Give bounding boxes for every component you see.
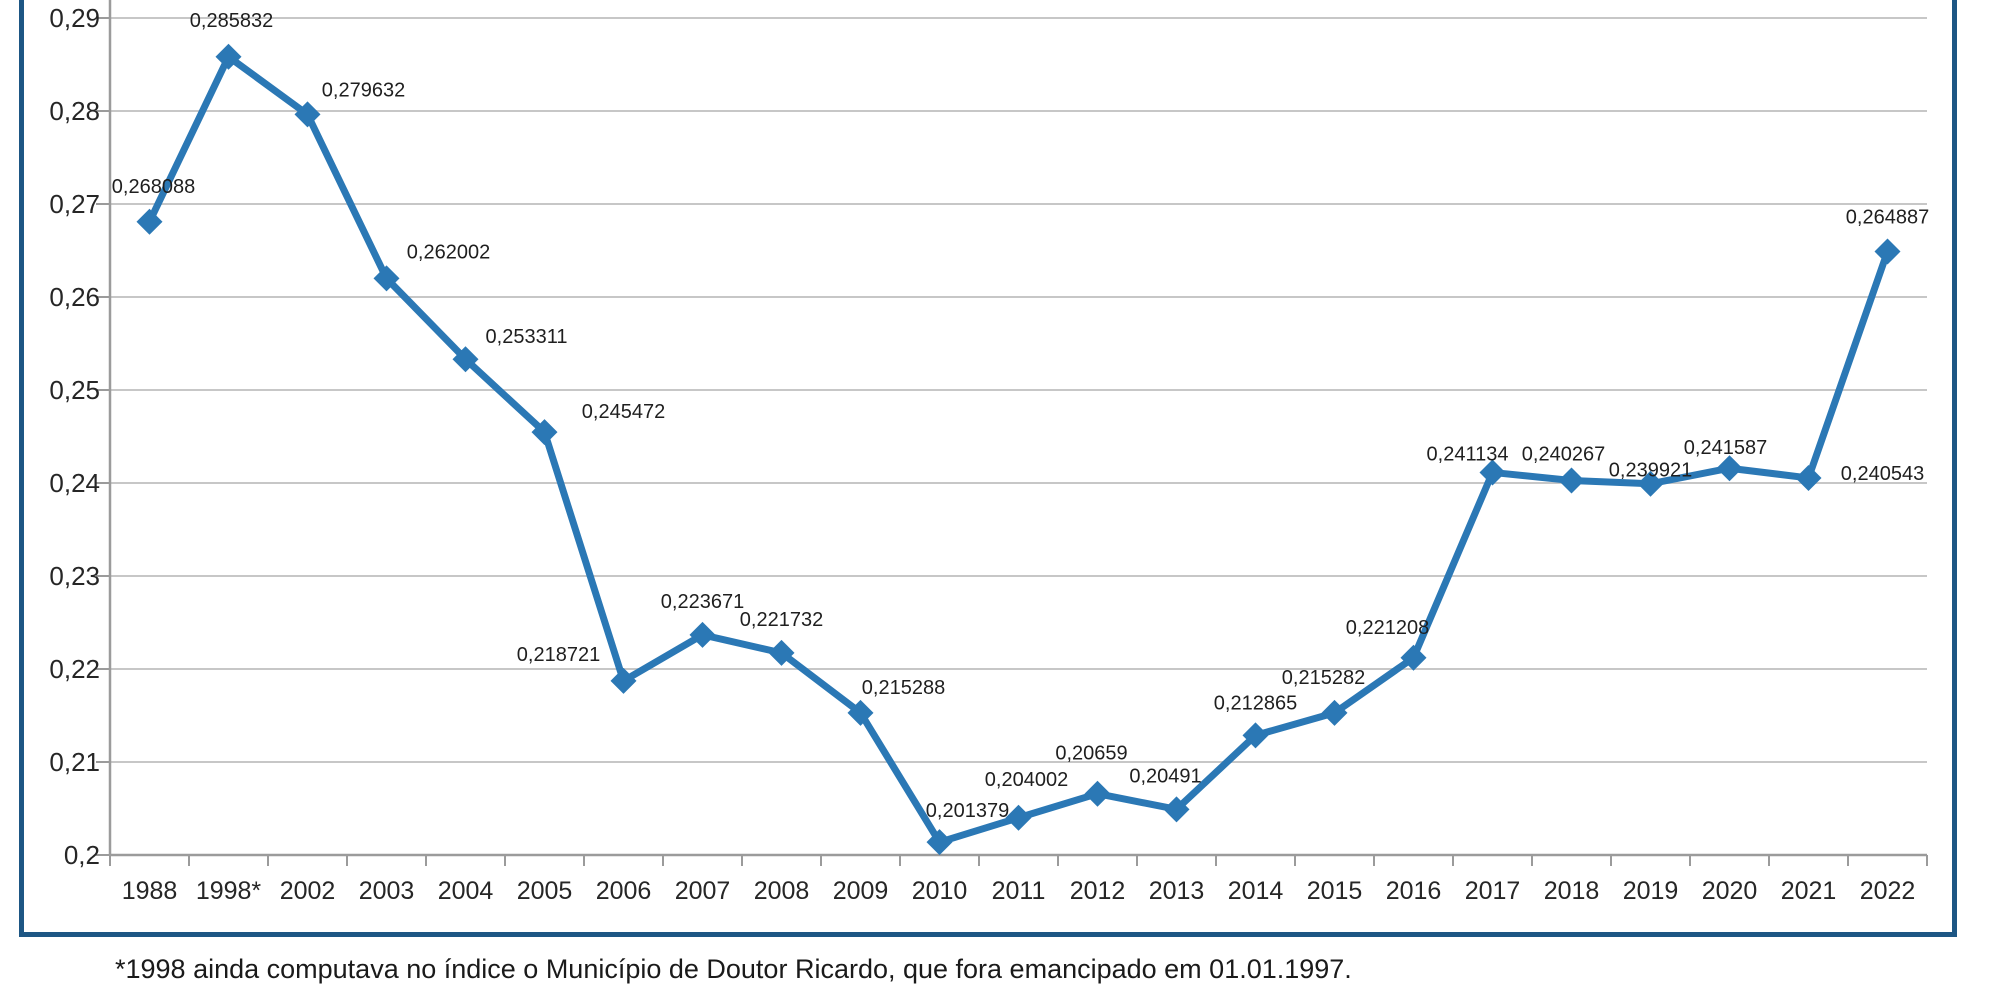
x-axis-tick-label: 2020 [1702, 877, 1758, 905]
data-point-marker [847, 699, 874, 726]
data-point-marker [1479, 459, 1506, 486]
data-point-marker [1400, 644, 1427, 671]
x-axis-tick-label: 2008 [754, 877, 810, 905]
x-axis-tick-label: 2014 [1228, 877, 1284, 905]
y-axis-tick-label: 0,27 [49, 189, 100, 219]
y-axis-tick-label: 0,29 [49, 3, 100, 33]
x-axis-tick-label: 2012 [1070, 877, 1126, 905]
x-axis-tick-label: 2007 [675, 877, 731, 905]
x-axis-tick-label: 2013 [1149, 877, 1205, 905]
y-axis-tick-label: 0,21 [49, 747, 100, 777]
data-point-marker [768, 639, 795, 666]
data-point-label: 0,241587 [1684, 437, 1767, 459]
data-point-marker [136, 208, 163, 235]
y-axis-tick-label: 0,28 [49, 96, 100, 126]
data-point-marker [1084, 780, 1111, 807]
data-point-marker [1716, 455, 1743, 482]
data-point-label: 0,218721 [517, 644, 600, 666]
data-point-label: 0,221732 [740, 609, 823, 631]
data-point-label: 0,240543 [1841, 463, 1924, 485]
data-point-marker [1005, 804, 1032, 831]
y-axis-tick-label: 0,24 [49, 468, 100, 498]
x-axis-tick-label: 2002 [280, 877, 336, 905]
data-point-label: 0,240267 [1522, 444, 1605, 466]
data-point-marker [1321, 699, 1348, 726]
data-point-marker [1242, 722, 1269, 749]
x-axis-tick-label: 2017 [1465, 877, 1521, 905]
data-point-label: 0,223671 [661, 591, 744, 613]
x-axis-tick-label: 2015 [1307, 877, 1363, 905]
x-axis-tick-label: 2018 [1544, 877, 1600, 905]
x-axis-tick-label: 2006 [596, 877, 652, 905]
x-axis-tick-label: 2009 [833, 877, 889, 905]
data-point-marker [373, 265, 400, 292]
data-point-label: 0,201379 [926, 800, 1009, 822]
x-axis-tick-label: 2011 [992, 877, 1046, 905]
data-point-marker [610, 667, 637, 694]
footnote: *1998 ainda computava no índice o Municí… [115, 954, 1352, 984]
data-point-label: 0,264887 [1846, 207, 1929, 229]
data-point-marker [215, 43, 242, 70]
data-point-marker [689, 621, 716, 648]
x-axis-tick-label: 2005 [517, 877, 573, 905]
chart-frame [19, 0, 1957, 937]
data-line [146, 53, 1891, 846]
x-axis-tick-label: 2003 [359, 877, 415, 905]
y-axis-tick-label: 0,23 [49, 561, 100, 591]
data-point-label: 0,20659 [1055, 743, 1127, 765]
data-point-label: 0,221208 [1346, 617, 1429, 639]
data-point-label: 0,20491 [1129, 765, 1201, 787]
data-point-marker [1637, 470, 1664, 497]
data-point-label: 0,215288 [862, 677, 945, 699]
data-point-label: 0,245472 [582, 401, 665, 423]
data-point-marker [531, 419, 558, 446]
data-point-label: 0,204002 [985, 769, 1068, 791]
data-point-marker [1874, 238, 1901, 265]
y-axis-tick-label: 0,25 [49, 375, 100, 405]
data-point-label: 0,268088 [112, 176, 195, 198]
x-axis-tick-label: 2019 [1623, 877, 1679, 905]
data-point-marker [452, 346, 479, 373]
y-axis-tick-label: 0,2 [64, 840, 100, 870]
data-point-marker [1795, 464, 1822, 491]
data-point-label: 0,212865 [1214, 692, 1297, 714]
y-axis-tick-label: 0,26 [49, 282, 100, 312]
data-point-marker [926, 829, 953, 856]
y-axis-tick-label: 0,22 [49, 654, 100, 684]
data-point-label: 0,253311 [486, 326, 568, 348]
data-point-label: 0,279632 [322, 79, 405, 101]
data-point-label: 0,262002 [407, 241, 490, 263]
x-axis-tick-label: 2004 [438, 877, 494, 905]
data-point-marker [294, 101, 321, 128]
x-axis-tick-label: 1988 [122, 877, 178, 905]
x-axis-tick-label: 1998* [196, 877, 262, 905]
x-axis-tick-label: 2022 [1860, 877, 1916, 905]
x-axis-tick-label: 2010 [912, 877, 968, 905]
x-axis-tick-label: 2016 [1386, 877, 1442, 905]
data-point-label: 0,241134 [1427, 443, 1509, 465]
data-point-label: 0,285832 [190, 10, 273, 32]
data-point-marker [1163, 796, 1190, 823]
data-point-label: 0,239921 [1609, 460, 1692, 482]
x-axis-tick-label: 2021 [1781, 877, 1837, 905]
data-point-marker [1558, 467, 1585, 494]
data-point-label: 0,215282 [1282, 667, 1365, 689]
